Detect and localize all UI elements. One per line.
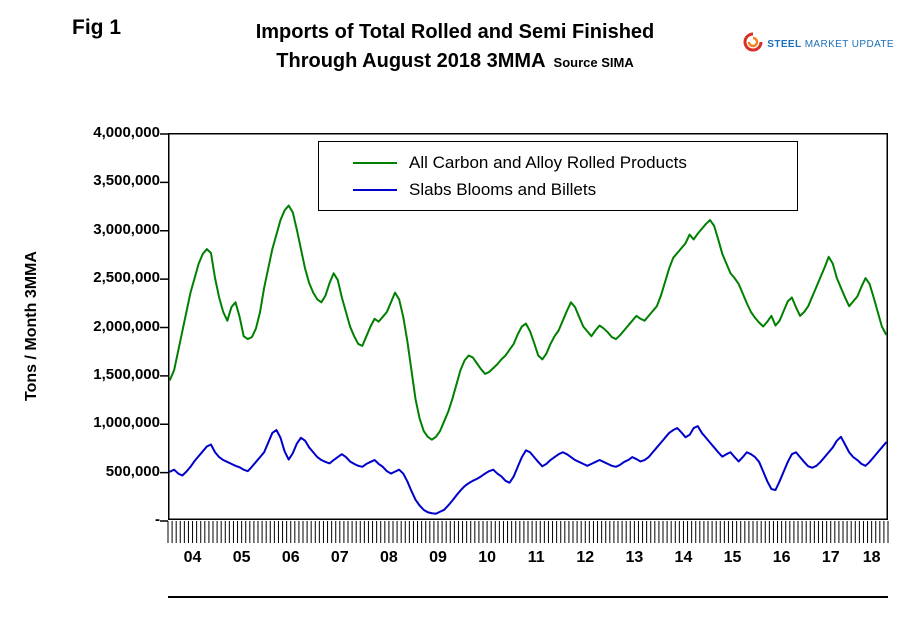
x-year-label: 08 — [380, 549, 398, 566]
x-axis-bottom-line — [168, 596, 888, 598]
x-year-label: 05 — [232, 549, 251, 566]
x-year-label: 07 — [330, 549, 349, 566]
x-year-label: 17 — [821, 549, 840, 566]
x-axis-month-tick-strip — [167, 521, 889, 543]
x-year-label: 18 — [862, 549, 881, 566]
steel-market-update-logo: STEEL MARKET UPDATE — [743, 32, 894, 57]
plot-area: All Carbon and Alloy Rolled Products Sla… — [168, 133, 888, 520]
legend-line-sample-blue — [353, 188, 397, 191]
y-tick-label: 3,000,000 — [93, 220, 160, 238]
legend-item-rolled-products: All Carbon and Alloy Rolled Products — [353, 149, 787, 176]
y-axis-title: Tons / Month 3MMA — [23, 251, 40, 401]
x-year-label: 11 — [527, 549, 545, 566]
x-year-label: 15 — [723, 549, 742, 566]
y-tick-label: - — [155, 511, 160, 528]
flame-swoosh-icon — [743, 32, 763, 57]
chart-source: Source SIMA — [553, 55, 634, 70]
chart-title-line2-text: Through August 2018 3MMA — [276, 50, 546, 72]
x-year-label: 06 — [281, 549, 300, 566]
legend: All Carbon and Alloy Rolled Products Sla… — [318, 141, 798, 211]
x-year-label: 16 — [772, 549, 791, 566]
x-year-label: 14 — [674, 549, 693, 566]
legend-label-rolled-products: All Carbon and Alloy Rolled Products — [409, 152, 687, 172]
legend-item-slabs-blooms-billets: Slabs Blooms and Billets — [353, 176, 787, 203]
series-plot-svg — [168, 133, 888, 520]
plot-frame — [168, 133, 888, 520]
logo-word-market: MARKET — [804, 39, 849, 50]
y-tick-label: 1,500,000 — [93, 365, 160, 383]
y-tick-label: 2,000,000 — [93, 317, 160, 335]
y-tick-label: 500,000 — [105, 462, 160, 480]
x-axis-year-labels: 04 05 06 07 08 09 10 11 12 13 14 15 16 17 18 — [168, 549, 888, 573]
x-year-label: 10 — [478, 549, 496, 566]
legend-label-slabs-blooms-billets: Slabs Blooms and Billets — [409, 179, 597, 199]
y-tick-label: 4,000,000 — [93, 124, 160, 141]
x-year-label: 12 — [576, 549, 595, 566]
x-year-label: 04 — [183, 549, 202, 566]
x-year-label: 13 — [625, 549, 644, 566]
y-axis-tick-labels: 4,000,000 3,500,000 3,000,000 2,500,000 2,00… — [40, 124, 160, 528]
logo-word-steel: STEEL — [767, 39, 802, 50]
logo-text: STEEL MARKET UPDATE — [767, 39, 894, 50]
series-line-0 — [169, 204, 887, 441]
logo-word-update: UPDATE — [851, 39, 894, 50]
figure-label: Fig 1 — [72, 16, 122, 39]
series-line-1 — [169, 425, 887, 515]
y-tick-label: 2,500,000 — [93, 269, 160, 287]
y-axis-tick-marks — [160, 133, 168, 522]
y-tick-label: 1,000,000 — [93, 414, 160, 432]
y-tick-label: 3,500,000 — [93, 172, 160, 190]
x-year-label: 09 — [429, 549, 447, 566]
legend-line-sample-green — [353, 161, 397, 164]
